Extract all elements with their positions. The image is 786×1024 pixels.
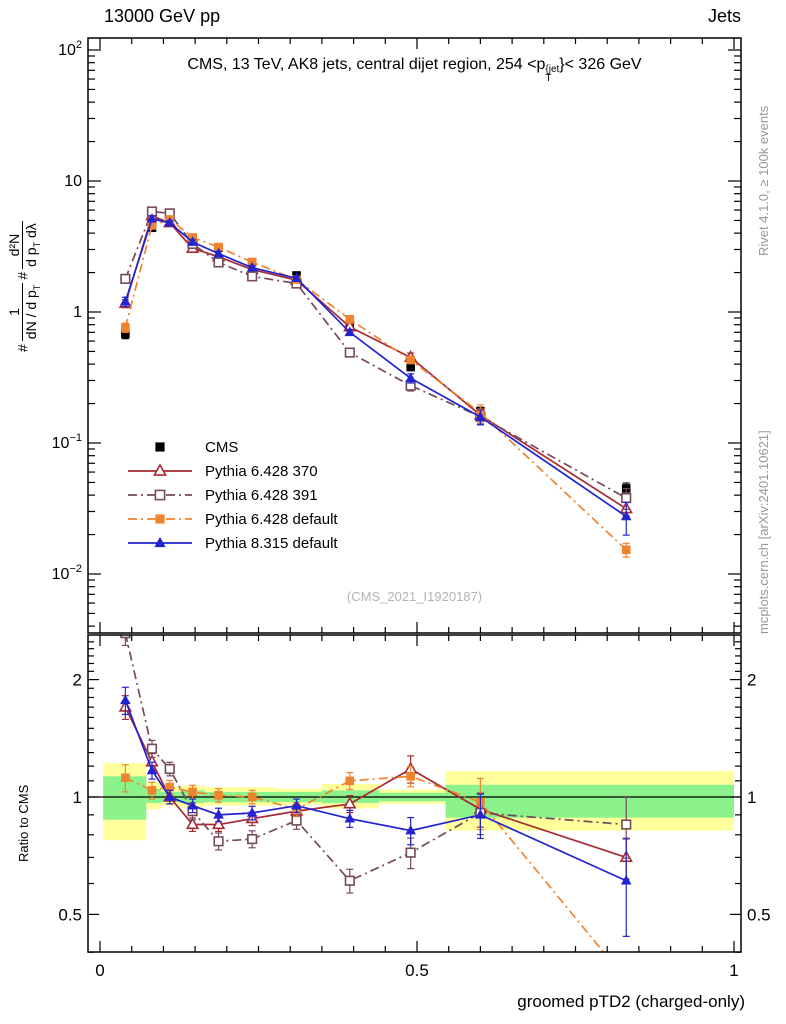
- beam-energy-label: 13000 GeV pp: [104, 6, 221, 26]
- svg-text:1: 1: [73, 304, 82, 321]
- legend-swatches: [128, 442, 192, 548]
- plot-title-suffix: }< 326 GeV: [559, 56, 642, 73]
- series-main-1: [118, 208, 633, 517]
- plot-title-supsub: {jet T: [545, 64, 560, 84]
- plot-title-prefix: CMS, 13 TeV, AK8 jets, central dijet reg…: [187, 56, 546, 73]
- legend-item-cms: CMS: [205, 439, 239, 456]
- x-axis-title: groomed pTD2 (charged-only): [517, 992, 745, 1011]
- legend-item-pythia6-391: Pythia 6.428 391: [205, 487, 318, 504]
- legend-item-pythia6-default: Pythia 6.428 default: [205, 511, 338, 528]
- analysis-group-label: Jets: [707, 6, 741, 26]
- svg-text:2: 2: [747, 671, 756, 690]
- series-ratio-2: [120, 635, 632, 894]
- svg-text:0.5: 0.5: [747, 905, 771, 924]
- watermark: (CMS_2021_I1920187): [346, 589, 483, 604]
- series-main-3: [121, 215, 631, 558]
- legend-item-pythia8-default: Pythia 8.315 default: [205, 535, 338, 552]
- main-panel-frame: [87, 37, 742, 634]
- axis-tick-labels: 102 10 1 10−1 10−2 2 2 1 1 0.5 0.5 0 0.5 1: [52, 39, 771, 980]
- series-ratio-4: [120, 686, 632, 937]
- svg-text:0.5: 0.5: [405, 961, 429, 980]
- legend-item-pythia6-370: Pythia 6.428 370: [205, 463, 318, 480]
- svg-text:10−2: 10−2: [52, 563, 82, 583]
- svg-text:1: 1: [73, 788, 82, 807]
- svg-text:10−1: 10−1: [52, 432, 82, 452]
- svg-text:0: 0: [95, 961, 104, 980]
- plot-title: CMS, 13 TeV, AK8 jets, central dijet reg…: [88, 56, 741, 84]
- svg-text:1: 1: [747, 788, 756, 807]
- ratio-panel-frame: [87, 634, 742, 953]
- svg-text:0.5: 0.5: [58, 905, 82, 924]
- svg-text:2: 2: [73, 671, 82, 690]
- svg-text:10: 10: [64, 173, 82, 190]
- svg-text:1: 1: [729, 961, 738, 980]
- series-main-4: [120, 212, 632, 536]
- svg-text:102: 102: [58, 39, 82, 59]
- axis-ticks: [88, 38, 741, 953]
- series-main-0: [121, 218, 631, 496]
- series-main-2: [120, 206, 632, 510]
